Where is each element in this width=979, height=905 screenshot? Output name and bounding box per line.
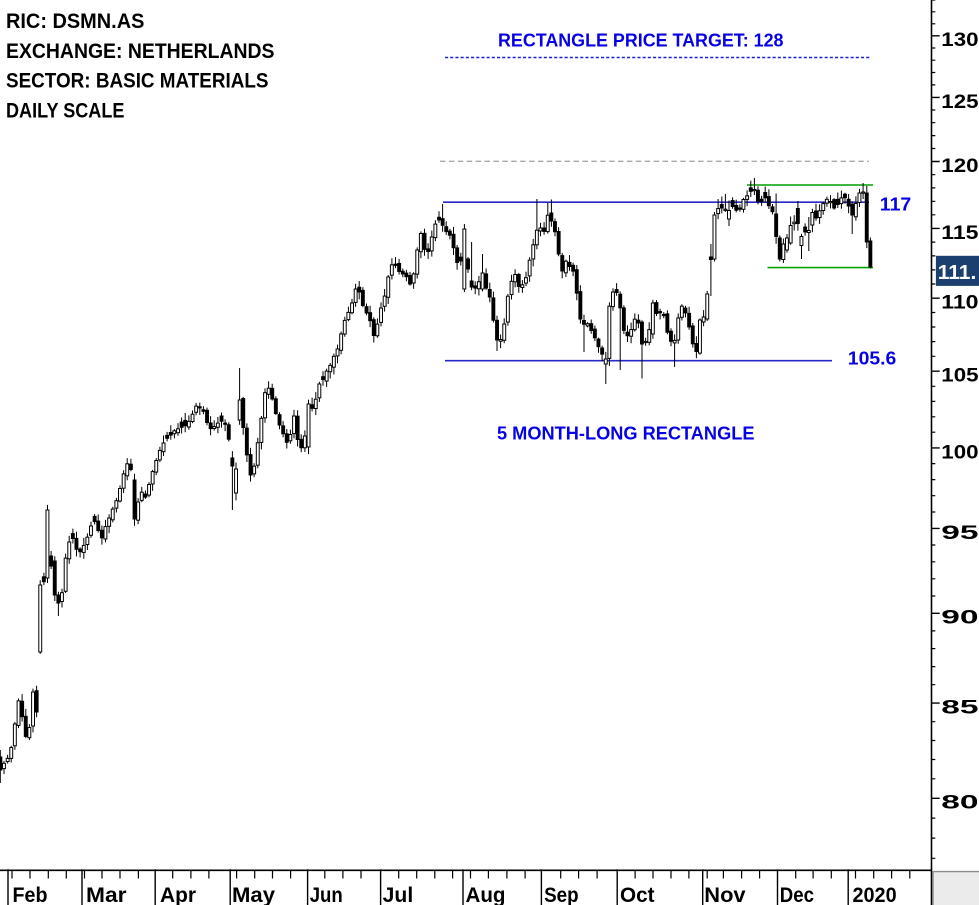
svg-text:Mar: Mar [86,884,127,905]
svg-text:2020: 2020 [853,884,897,905]
svg-text:105.6: 105.6 [848,348,897,368]
svg-text:DAILY SCALE: DAILY SCALE [6,99,124,122]
svg-text:EXCHANGE: NETHERLANDS: EXCHANGE: NETHERLANDS [6,40,275,63]
svg-text:SECTOR: BASIC MATERIALS: SECTOR: BASIC MATERIALS [6,70,269,93]
svg-text:130: 130 [941,30,978,51]
svg-text:Sep: Sep [544,884,579,905]
svg-text:105: 105 [941,366,979,387]
svg-text:5 MONTH-LONG RECTANGLE: 5 MONTH-LONG RECTANGLE [497,424,755,444]
svg-text:Apr: Apr [160,884,196,905]
svg-text:Oct: Oct [620,884,655,905]
svg-text:115: 115 [941,223,979,244]
svg-text:80: 80 [941,793,978,814]
svg-text:100: 100 [941,442,978,463]
svg-text:Dec: Dec [780,884,814,905]
svg-text:Aug: Aug [466,884,506,905]
svg-text:Feb: Feb [13,884,48,905]
svg-text:120: 120 [941,156,978,177]
svg-text:117: 117 [880,194,912,214]
svg-text:RIC: DSMN.AS: RIC: DSMN.AS [6,10,144,33]
svg-text:RECTANGLE PRICE TARGET: 128: RECTANGLE PRICE TARGET: 128 [498,31,784,51]
svg-text:85: 85 [941,698,979,719]
svg-text:Nov: Nov [704,884,746,905]
svg-text:110: 110 [941,293,978,314]
svg-text:111.: 111. [938,262,977,284]
svg-text:May: May [232,884,275,905]
svg-text:Jun: Jun [310,884,343,905]
svg-text:Jul: Jul [383,884,414,905]
svg-text:125: 125 [941,92,979,113]
svg-text:95: 95 [941,523,979,544]
svg-text:90: 90 [941,608,978,629]
